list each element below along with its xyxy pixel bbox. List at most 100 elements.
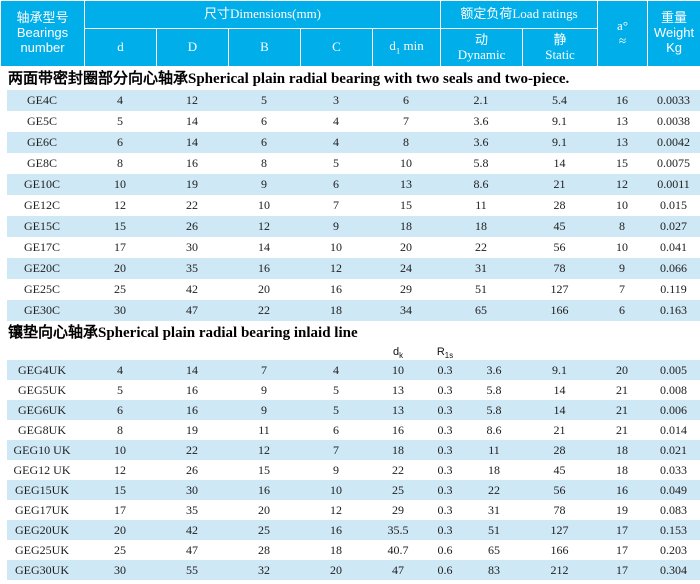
a-cell: 17 xyxy=(597,520,647,540)
angle-header: a° ≈ xyxy=(597,0,649,67)
C-cell: 6 xyxy=(333,422,339,437)
dk-cell: 13 xyxy=(392,382,404,397)
col-D-header: D xyxy=(156,28,229,67)
D-cell: 26 xyxy=(156,216,228,237)
D-cell: 14 xyxy=(156,132,228,153)
d-cell: 25 xyxy=(114,282,126,296)
B-cell: 20 xyxy=(258,282,270,296)
table-row: GEG5UK 5 16 9 5 13 0.3 5.8 14 21 0.008 xyxy=(0,380,700,400)
B-cell: 14 xyxy=(258,240,270,254)
weight-cell: 0.0042 xyxy=(647,132,700,153)
B-cell: 16 xyxy=(228,258,300,279)
dynamic-cell: 3.6 xyxy=(473,114,489,128)
table-row: GEG15UK 15 30 16 10 25 0.3 22 56 16 0.049 xyxy=(0,480,700,500)
static-cell: 78 xyxy=(553,502,566,517)
D-cell: 55 xyxy=(156,560,228,580)
d-cell: 6 xyxy=(84,132,156,153)
spec-table-header: 轴承型号 Bearings number 尺寸Dimensions(mm) 额定… xyxy=(0,0,700,67)
dynamic-cell: 65 xyxy=(488,542,500,557)
C-cell: 5 xyxy=(300,400,372,420)
bearing-number-cell: GE5C xyxy=(27,114,57,128)
dynamic-cell: 5.8 xyxy=(486,382,502,397)
d-cell: 20 xyxy=(84,520,156,540)
C-cell: 16 xyxy=(330,282,342,296)
B-cell: 22 xyxy=(228,300,300,321)
static-cell: 166 xyxy=(522,300,597,321)
B-cell: 12 xyxy=(228,440,300,460)
header-sub-row: d D B C d1 min 动 Dynamic 静 Static xyxy=(1,28,700,67)
D-cell: 42 xyxy=(156,520,228,540)
weight-cell: 0.203 xyxy=(660,542,687,557)
dk-cell: 18 xyxy=(372,440,424,460)
static-cell: 45 xyxy=(522,216,597,237)
static-cell: 9.1 xyxy=(522,360,597,380)
C-cell: 12 xyxy=(300,258,372,279)
C-cell: 12 xyxy=(330,502,342,517)
d1min-cell: 29 xyxy=(400,282,412,296)
a-cell: 20 xyxy=(597,360,647,380)
B-cell: 10 xyxy=(258,198,270,212)
a-cell: 15 xyxy=(616,156,628,170)
dynamic-cell: 18 xyxy=(488,462,500,477)
load-ratings-group-header: 额定负荷Load ratings xyxy=(440,0,599,29)
bearing-number-cell: GE25C xyxy=(24,282,60,296)
weight-cell: 0.083 xyxy=(660,502,687,517)
dk-cell: 25 xyxy=(372,480,424,500)
a-cell: 21 xyxy=(597,400,647,420)
d1min-cell: 7 xyxy=(403,114,409,128)
d-cell: 10 xyxy=(84,174,156,195)
weight-header: 重量 Weight Kg xyxy=(647,0,700,67)
C-cell: 18 xyxy=(330,542,342,557)
d-cell: 10 xyxy=(84,440,156,460)
weight-cell: 0.0033 xyxy=(647,90,700,111)
D-cell: 30 xyxy=(156,480,228,500)
dk-cell: 35.5 xyxy=(372,520,424,540)
static-cell: 21 xyxy=(522,174,597,195)
table-row: GE15C 15 26 12 9 18 18 45 8 0.027 xyxy=(0,216,700,237)
inlaid-line-table: dk R1s GEG4UK 4 14 7 4 10 0.3 3.6 9.1 20 0.005 GEG5… xyxy=(0,344,700,580)
C-cell: 4 xyxy=(300,360,372,380)
d-cell: 17 xyxy=(114,502,126,517)
d-cell: 5 xyxy=(117,114,123,128)
weight-cell: 0.0075 xyxy=(657,156,690,170)
d1min-cell: 18 xyxy=(372,216,440,237)
bearing-number-cell: GEG6UK xyxy=(0,400,84,420)
d-cell: 8 xyxy=(117,422,123,437)
a-cell: 8 xyxy=(597,216,647,237)
static-cell: 212 xyxy=(522,560,597,580)
bearing-number-cell: GEG15UK xyxy=(0,480,84,500)
bearing-number-cell: GEG25UK xyxy=(15,542,69,557)
col-r1s-header: R1s xyxy=(424,344,466,360)
inlaid-subheader-row: dk R1s xyxy=(0,344,700,360)
static-cell: 9.1 xyxy=(522,132,597,153)
D-cell: 47 xyxy=(156,300,228,321)
table-row: GEG10 UK 10 22 12 7 18 0.3 11 28 18 0.021 xyxy=(0,440,700,460)
d-cell: 20 xyxy=(84,258,156,279)
d1min-cell: 24 xyxy=(372,258,440,279)
table-row: GEG6UK 6 16 9 5 13 0.3 5.8 14 21 0.006 xyxy=(0,400,700,420)
weight-cell: 0.153 xyxy=(647,520,700,540)
weight-cell: 0.014 xyxy=(660,422,687,437)
B-cell: 6 xyxy=(228,132,300,153)
dk-cell: 16 xyxy=(392,422,404,437)
dk-cell: 40.7 xyxy=(387,542,409,557)
dk-cell: 29 xyxy=(392,502,404,517)
weight-cell: 0.049 xyxy=(647,480,700,500)
table-row: GEG17UK 17 35 20 12 29 0.3 31 78 19 0.083 xyxy=(0,500,700,520)
weight-cell: 0.005 xyxy=(647,360,700,380)
a-cell: 16 xyxy=(597,90,647,111)
D-cell: 16 xyxy=(186,156,198,170)
r1s-cell: 0.3 xyxy=(437,422,453,437)
r1s-cell: 0.3 xyxy=(424,400,466,420)
weight-cell: 0.0011 xyxy=(647,174,700,195)
D-cell: 16 xyxy=(156,400,228,420)
r1s-cell: 0.3 xyxy=(424,360,466,380)
C-cell: 6 xyxy=(300,174,372,195)
a-cell: 13 xyxy=(616,114,628,128)
dynamic-cell: 8.6 xyxy=(486,422,502,437)
D-cell: 14 xyxy=(186,114,198,128)
dynamic-cell: 18 xyxy=(440,216,522,237)
table-row: GE10C 10 19 9 6 13 8.6 21 12 0.0011 xyxy=(0,174,700,195)
d-cell: 30 xyxy=(84,560,156,580)
weight-cell: 0.041 xyxy=(660,240,687,254)
